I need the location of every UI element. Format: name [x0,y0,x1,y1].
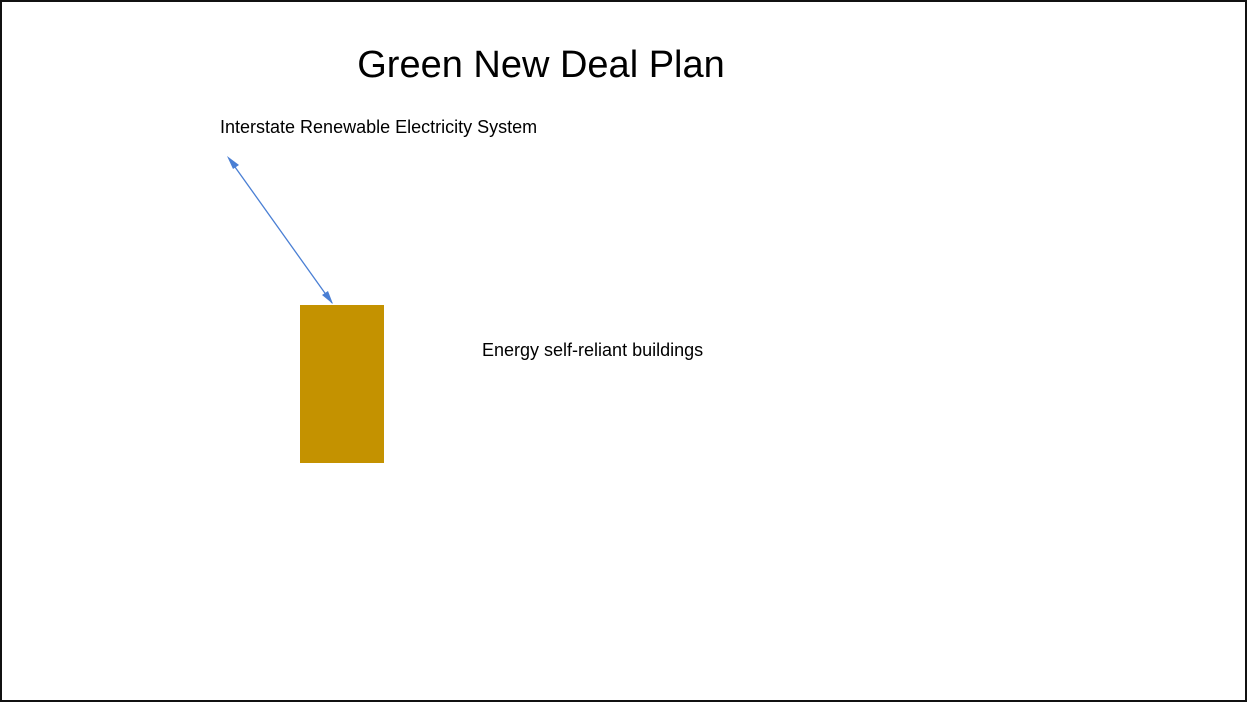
self-reliant-buildings-label: Energy self-reliant buildings [482,340,704,360]
renewable-electricity-system-label: Interstate Renewable Electricity System [220,117,538,137]
bidirectional-arrow [229,159,333,304]
arrowhead-building-end [322,291,333,304]
arrowhead-grid-end [227,156,239,169]
building-block [300,305,384,463]
slide-title: Green New Deal Plan [357,44,725,86]
